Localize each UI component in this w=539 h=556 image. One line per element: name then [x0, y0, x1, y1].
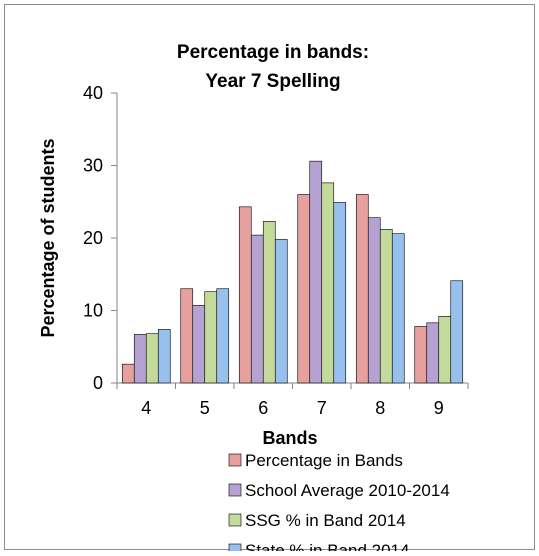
bar — [333, 202, 347, 384]
legend-swatch — [228, 543, 242, 556]
bar — [216, 288, 230, 384]
bar — [133, 334, 147, 384]
bar — [297, 194, 311, 384]
bar — [426, 322, 440, 384]
bar — [379, 229, 393, 384]
bar — [145, 333, 159, 384]
bar — [367, 217, 381, 384]
chart-title-line-1: Percentage in bands: — [177, 42, 369, 63]
legend-swatch — [228, 513, 242, 527]
bar — [309, 160, 323, 384]
bar — [238, 206, 252, 384]
legend-label: State % in Band 2014 — [245, 541, 409, 551]
legend-label: Percentage in Bands — [245, 451, 403, 470]
bar — [391, 233, 405, 384]
bar — [321, 182, 335, 384]
legend-label: SSG % in Band 2014 — [245, 511, 406, 530]
bar — [157, 329, 171, 384]
y-tick-label: 0 — [93, 373, 103, 393]
bar — [180, 288, 194, 384]
bar — [450, 280, 464, 384]
y-tick-label: 20 — [83, 228, 103, 248]
x-tick-label: 4 — [141, 398, 151, 418]
bar — [414, 326, 428, 384]
bar — [192, 305, 206, 384]
y-axis-title: Percentage of students — [38, 138, 58, 337]
chart-title-line-2: Year 7 Spelling — [205, 71, 340, 92]
bar — [274, 239, 288, 384]
bar — [204, 291, 218, 384]
legend-label: School Average 2010-2014 — [245, 481, 450, 500]
x-tick-label: 8 — [375, 398, 385, 418]
y-tick-label: 30 — [83, 156, 103, 176]
y-tick-label: 10 — [83, 301, 103, 321]
x-tick-label: 5 — [200, 398, 210, 418]
x-tick-label: 9 — [434, 398, 444, 418]
bar — [355, 194, 369, 384]
x-tick-label: 7 — [317, 398, 327, 418]
bar — [438, 315, 452, 384]
legend-swatch — [228, 453, 242, 467]
y-tick-label: 40 — [83, 83, 103, 103]
x-axis-title: Bands — [262, 428, 317, 448]
bar — [121, 363, 135, 384]
plot-area: 0 10 20 30 40 4 5 6 7 8 9 — [83, 83, 469, 418]
bar — [262, 221, 276, 384]
legend-swatch — [228, 483, 242, 497]
bar — [250, 234, 264, 384]
x-tick-label: 6 — [258, 398, 268, 418]
